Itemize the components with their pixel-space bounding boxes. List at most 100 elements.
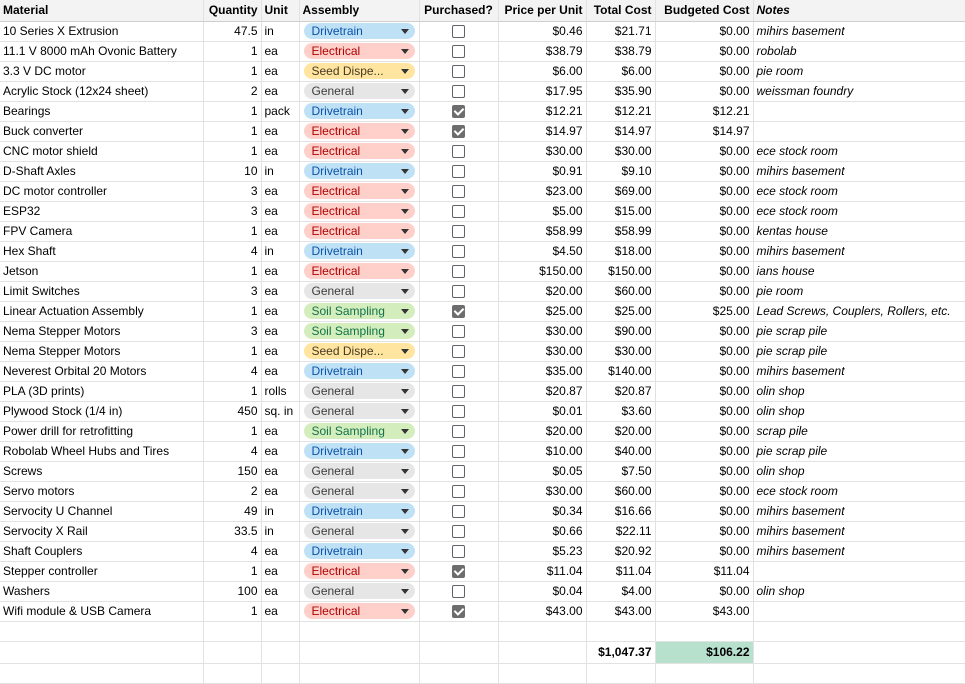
assembly-cell[interactable]: Soil Sampling xyxy=(299,321,420,342)
notes-cell[interactable] xyxy=(753,121,965,142)
price-cell[interactable]: $0.05 xyxy=(498,461,587,482)
dropdown-arrow-icon[interactable] xyxy=(400,588,409,594)
assembly-cell[interactable]: General xyxy=(299,81,420,102)
price-cell[interactable]: $30.00 xyxy=(498,141,587,162)
material-cell[interactable]: 11.1 V 8000 mAh Ovonic Battery xyxy=(0,41,204,62)
cell[interactable] xyxy=(419,641,499,664)
material-cell[interactable]: Screws xyxy=(0,461,204,482)
cell[interactable] xyxy=(0,663,204,684)
unchecked-checkbox-icon[interactable] xyxy=(452,464,465,478)
price-cell[interactable]: $0.66 xyxy=(498,521,587,542)
quantity-cell[interactable]: 450 xyxy=(203,401,262,422)
purchased-cell[interactable] xyxy=(419,421,499,442)
assembly-dropdown-chip[interactable]: Seed Dispe... xyxy=(303,63,415,79)
dropdown-arrow-icon[interactable] xyxy=(400,108,409,114)
budgeted-cost-cell[interactable]: $0.00 xyxy=(655,81,754,102)
purchased-cell[interactable] xyxy=(419,101,499,122)
cell[interactable] xyxy=(586,621,656,642)
price-cell[interactable]: $4.50 xyxy=(498,241,587,262)
notes-cell[interactable]: ece stock room xyxy=(753,181,965,202)
unit-cell[interactable]: ea xyxy=(261,301,300,322)
assembly-cell[interactable]: Electrical xyxy=(299,41,420,62)
unit-cell[interactable]: in xyxy=(261,21,300,42)
assembly-cell[interactable]: Drivetrain xyxy=(299,101,420,122)
dropdown-arrow-icon[interactable] xyxy=(400,128,409,134)
dropdown-arrow-icon[interactable] xyxy=(400,68,409,74)
purchased-cell[interactable] xyxy=(419,281,499,302)
material-cell[interactable]: Servocity X Rail xyxy=(0,521,204,542)
header-purchased[interactable]: Purchased? xyxy=(419,0,499,22)
material-cell[interactable]: Servocity U Channel xyxy=(0,501,204,522)
material-cell[interactable]: Robolab Wheel Hubs and Tires xyxy=(0,441,204,462)
material-cell[interactable]: D-Shaft Axles xyxy=(0,161,204,182)
notes-cell[interactable]: pie room xyxy=(753,61,965,82)
unit-cell[interactable]: in xyxy=(261,161,300,182)
checked-checkbox-icon[interactable] xyxy=(452,124,465,138)
total-cost-cell[interactable]: $11.04 xyxy=(586,561,656,582)
assembly-dropdown-chip[interactable]: Electrical xyxy=(303,183,415,199)
notes-cell[interactable]: mihirs basement xyxy=(753,361,965,382)
notes-cell[interactable] xyxy=(753,101,965,122)
quantity-cell[interactable]: 4 xyxy=(203,361,262,382)
price-cell[interactable]: $58.99 xyxy=(498,221,587,242)
assembly-dropdown-chip[interactable]: Drivetrain xyxy=(303,503,415,519)
assembly-dropdown-chip[interactable]: Drivetrain xyxy=(303,363,415,379)
notes-cell[interactable]: pie scrap pile xyxy=(753,321,965,342)
cell[interactable] xyxy=(498,621,587,642)
notes-cell[interactable]: robolab xyxy=(753,41,965,62)
quantity-cell[interactable]: 1 xyxy=(203,141,262,162)
total-cost-cell[interactable]: $22.11 xyxy=(586,521,656,542)
assembly-cell[interactable]: Electrical xyxy=(299,201,420,222)
total-cost-cell[interactable]: $25.00 xyxy=(586,301,656,322)
quantity-cell[interactable]: 1 xyxy=(203,561,262,582)
price-cell[interactable]: $23.00 xyxy=(498,181,587,202)
total-cost-cell[interactable]: $12.21 xyxy=(586,101,656,122)
assembly-dropdown-chip[interactable]: Electrical xyxy=(303,143,415,159)
unit-cell[interactable]: ea xyxy=(261,121,300,142)
quantity-cell[interactable]: 2 xyxy=(203,81,262,102)
material-cell[interactable]: Nema Stepper Motors xyxy=(0,341,204,362)
price-cell[interactable]: $14.97 xyxy=(498,121,587,142)
unchecked-checkbox-icon[interactable] xyxy=(452,424,465,438)
unchecked-checkbox-icon[interactable] xyxy=(452,544,465,558)
unit-cell[interactable]: ea xyxy=(261,481,300,502)
dropdown-arrow-icon[interactable] xyxy=(400,408,409,414)
price-cell[interactable]: $20.87 xyxy=(498,381,587,402)
total-cost-cell[interactable]: $150.00 xyxy=(586,261,656,282)
dropdown-arrow-icon[interactable] xyxy=(400,228,409,234)
dropdown-arrow-icon[interactable] xyxy=(400,568,409,574)
material-cell[interactable]: Linear Actuation Assembly xyxy=(0,301,204,322)
assembly-cell[interactable]: Electrical xyxy=(299,221,420,242)
price-cell[interactable]: $17.95 xyxy=(498,81,587,102)
notes-cell[interactable]: ece stock room xyxy=(753,141,965,162)
budgeted-cost-cell[interactable]: $14.97 xyxy=(655,121,754,142)
notes-cell[interactable]: mihirs basement xyxy=(753,21,965,42)
dropdown-arrow-icon[interactable] xyxy=(400,608,409,614)
assembly-dropdown-chip[interactable]: General xyxy=(303,463,415,479)
total-cost-cell[interactable]: $90.00 xyxy=(586,321,656,342)
assembly-cell[interactable]: Drivetrain xyxy=(299,361,420,382)
unchecked-checkbox-icon[interactable] xyxy=(452,184,465,198)
unit-cell[interactable]: ea xyxy=(261,221,300,242)
purchased-cell[interactable] xyxy=(419,41,499,62)
unit-cell[interactable]: ea xyxy=(261,181,300,202)
purchased-cell[interactable] xyxy=(419,481,499,502)
header-notes[interactable]: Notes xyxy=(753,0,965,22)
assembly-cell[interactable]: General xyxy=(299,481,420,502)
quantity-cell[interactable]: 3 xyxy=(203,181,262,202)
budgeted-cost-cell[interactable]: $0.00 xyxy=(655,441,754,462)
assembly-cell[interactable]: General xyxy=(299,581,420,602)
total-cost-cell[interactable]: $15.00 xyxy=(586,201,656,222)
notes-cell[interactable]: ece stock room xyxy=(753,481,965,502)
assembly-cell[interactable]: Drivetrain xyxy=(299,241,420,262)
unit-cell[interactable]: ea xyxy=(261,201,300,222)
quantity-cell[interactable]: 4 xyxy=(203,441,262,462)
cell[interactable] xyxy=(586,663,656,684)
purchased-cell[interactable] xyxy=(419,441,499,462)
purchased-cell[interactable] xyxy=(419,601,499,622)
total-cost-cell[interactable]: $35.90 xyxy=(586,81,656,102)
cell[interactable] xyxy=(0,621,204,642)
material-cell[interactable]: Limit Switches xyxy=(0,281,204,302)
assembly-dropdown-chip[interactable]: Drivetrain xyxy=(303,243,415,259)
assembly-dropdown-chip[interactable]: General xyxy=(303,523,415,539)
